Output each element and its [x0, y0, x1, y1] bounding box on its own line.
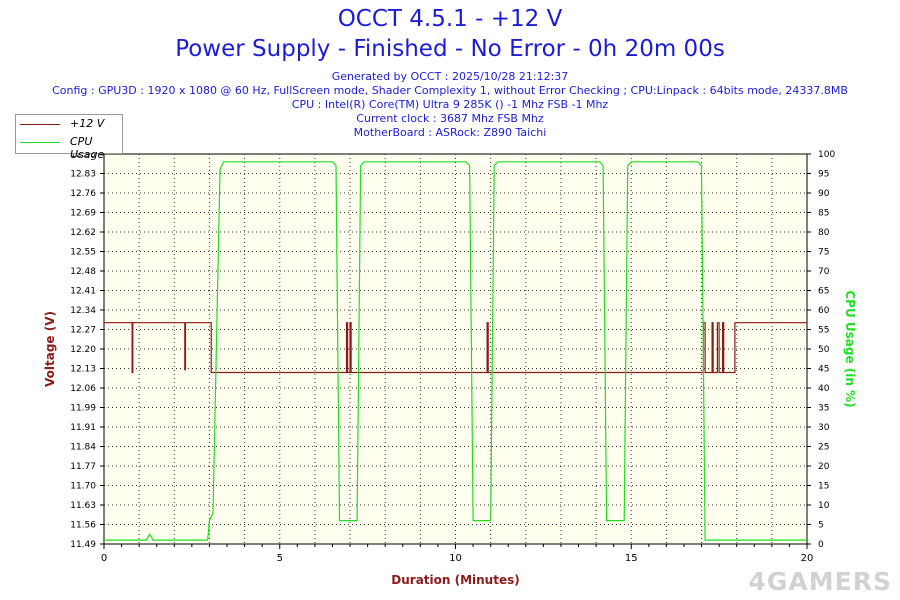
info-generated: Generated by OCCT : 2025/10/28 21:12:37: [331, 70, 569, 83]
legend-swatch-cpu: [20, 142, 60, 143]
info-config: Config : GPU3D : 1920 x 1080 @ 60 Hz, Fu…: [52, 84, 848, 97]
y-tick-label: 12.76: [70, 189, 96, 199]
y-tick-label: 11.63: [70, 501, 96, 511]
info-clock: Current clock : 3687 Mhz FSB Mhz: [356, 112, 544, 125]
y2-tick-label: 5: [818, 521, 824, 531]
y-tick-label: 11.91: [70, 423, 96, 433]
y-tick-label: 11.56: [70, 521, 96, 531]
y-tick-label: 12.90: [70, 150, 96, 160]
y-tick-label: 12.20: [70, 345, 96, 355]
y2-tick-label: 70: [818, 267, 830, 277]
y2-tick-label: 55: [818, 326, 829, 336]
legend-label-voltage: +12 V: [70, 117, 105, 130]
legend-item-voltage: +12 V: [16, 115, 122, 133]
watermark: 4GAMERS: [748, 567, 892, 596]
y2-tick-label: 75: [818, 248, 829, 258]
y-tick-label: 12.62: [70, 228, 96, 238]
y-tick-label: 11.99: [70, 404, 96, 414]
legend: +12 V CPU Usage: [15, 114, 123, 161]
y2-axis-title: CPU Usage (in %): [843, 290, 857, 407]
y-tick-label: 11.70: [70, 482, 96, 492]
chart-title: OCCT 4.5.1 - +12 V: [337, 6, 563, 32]
y-tick-label: 12.48: [70, 267, 96, 277]
y-tick-label: 11.49: [70, 540, 96, 550]
y2-tick-label: 60: [818, 306, 830, 316]
chart-subtitle: Power Supply - Finished - No Error - 0h …: [175, 36, 725, 62]
y2-tick-label: 80: [818, 228, 830, 238]
y2-tick-label: 50: [818, 345, 830, 355]
legend-label-cpu: CPU Usage: [70, 135, 105, 161]
y-tick-label: 12.41: [70, 287, 96, 297]
y2-tick-label: 90: [818, 189, 830, 199]
legend-swatch-voltage: [20, 124, 60, 125]
y-tick-label: 12.27: [70, 326, 96, 336]
y2-tick-label: 95: [818, 170, 829, 180]
x-tick-label: 10: [449, 553, 462, 564]
y2-tick-label: 65: [818, 287, 829, 297]
cpu-usage-series-line: [104, 161, 807, 541]
x-axis-title: Duration (Minutes): [391, 573, 519, 587]
y2-tick-label: 15: [818, 482, 829, 492]
y2-tick-label: 0: [818, 540, 824, 550]
y-tick-label: 12.69: [70, 209, 96, 219]
y-tick-label: 12.13: [70, 365, 96, 375]
y2-tick-label: 30: [818, 423, 830, 433]
info-cpu: CPU : Intel(R) Core(TM) Ultra 9 285K () …: [291, 98, 609, 111]
y2-tick-label: 45: [818, 365, 829, 375]
x-tick-label: 20: [801, 553, 814, 564]
y-tick-label: 12.55: [70, 248, 96, 258]
y-tick-label: 12.34: [70, 306, 96, 316]
y2-tick-label: 40: [818, 384, 830, 394]
y-tick-label: 12.83: [70, 170, 96, 180]
x-tick-label: 0: [101, 553, 107, 564]
y2-tick-label: 25: [818, 443, 829, 453]
y2-tick-label: 20: [818, 462, 830, 472]
info-motherboard: MotherBoard : ASRock: Z890 Taichi: [353, 126, 547, 139]
y-axis-title: Voltage (V): [43, 311, 57, 387]
y2-tick-label: 35: [818, 404, 829, 414]
legend-item-cpu: CPU Usage: [16, 133, 122, 161]
y-tick-label: 12.06: [70, 384, 96, 394]
y-tick-label: 11.84: [70, 443, 96, 453]
voltage-series-line: [104, 322, 807, 374]
x-tick-label: 5: [277, 553, 283, 564]
x-tick-label: 15: [625, 553, 638, 564]
y-tick-label: 11.77: [70, 462, 96, 472]
y2-tick-label: 85: [818, 209, 829, 219]
y2-tick-label: 100: [818, 150, 835, 160]
y2-tick-label: 10: [818, 501, 830, 511]
